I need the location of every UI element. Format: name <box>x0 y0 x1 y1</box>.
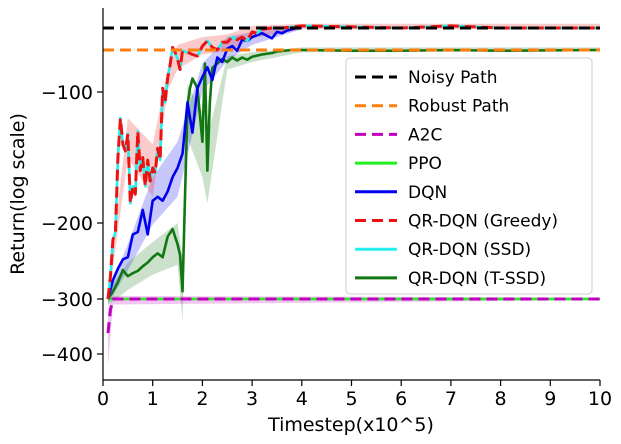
x-tick-label: 5 <box>345 388 357 410</box>
x-axis-label: Timestep(x10^5) <box>267 414 434 436</box>
legend-label-dqn: DQN <box>408 183 447 203</box>
x-tick-label: 0 <box>97 388 109 410</box>
qr-dqn-t-ssd-band <box>107 47 600 321</box>
legend-box <box>345 57 593 295</box>
x-tick-label: 4 <box>296 388 308 410</box>
y-axis-label: Return(log scale) <box>7 113 29 275</box>
x-tick-label: 10 <box>588 388 612 410</box>
legend-label-qr-dqn-t-ssd: QR-DQN (T-SSD) <box>408 269 546 289</box>
x-tick-label: 6 <box>395 388 407 410</box>
y-tick-label: −100 <box>41 82 93 104</box>
x-tick-label: 2 <box>196 388 208 410</box>
x-tick-label: 3 <box>246 388 258 410</box>
legend-label-ppo: PPO <box>408 154 442 174</box>
legend-label-qr-dqn-ssd: QR-DQN (SSD) <box>408 240 531 260</box>
x-ticks: 0 1 2 3 4 5 6 7 8 9 10 <box>97 380 612 410</box>
a2c-line <box>106 297 600 334</box>
legend-label-noisy-path: Noisy Path <box>408 68 498 88</box>
y-ticks: −100 −200 −300 −400 <box>41 82 103 366</box>
series-lines <box>103 24 600 334</box>
legend: Noisy Path Robust Path A2C PPO DQN QR-DQN (Gr… <box>345 57 593 295</box>
x-tick-label: 9 <box>544 388 556 410</box>
qr-dqn-t-ssd-line <box>106 48 600 300</box>
legend-label-robust-path: Robust Path <box>408 97 509 117</box>
y-tick-label: −400 <box>41 344 93 366</box>
x-tick-label: 1 <box>147 388 159 410</box>
x-tick-label: 7 <box>445 388 457 410</box>
legend-label-a2c: A2C <box>408 125 442 145</box>
y-tick-label: −200 <box>41 213 93 235</box>
x-tick-label: 8 <box>495 388 507 410</box>
dqn-line <box>106 26 302 300</box>
a2c-band <box>107 295 600 367</box>
y-tick-label: −300 <box>41 289 93 311</box>
legend-label-qr-dqn-greedy: QR-DQN (Greedy) <box>408 212 558 232</box>
